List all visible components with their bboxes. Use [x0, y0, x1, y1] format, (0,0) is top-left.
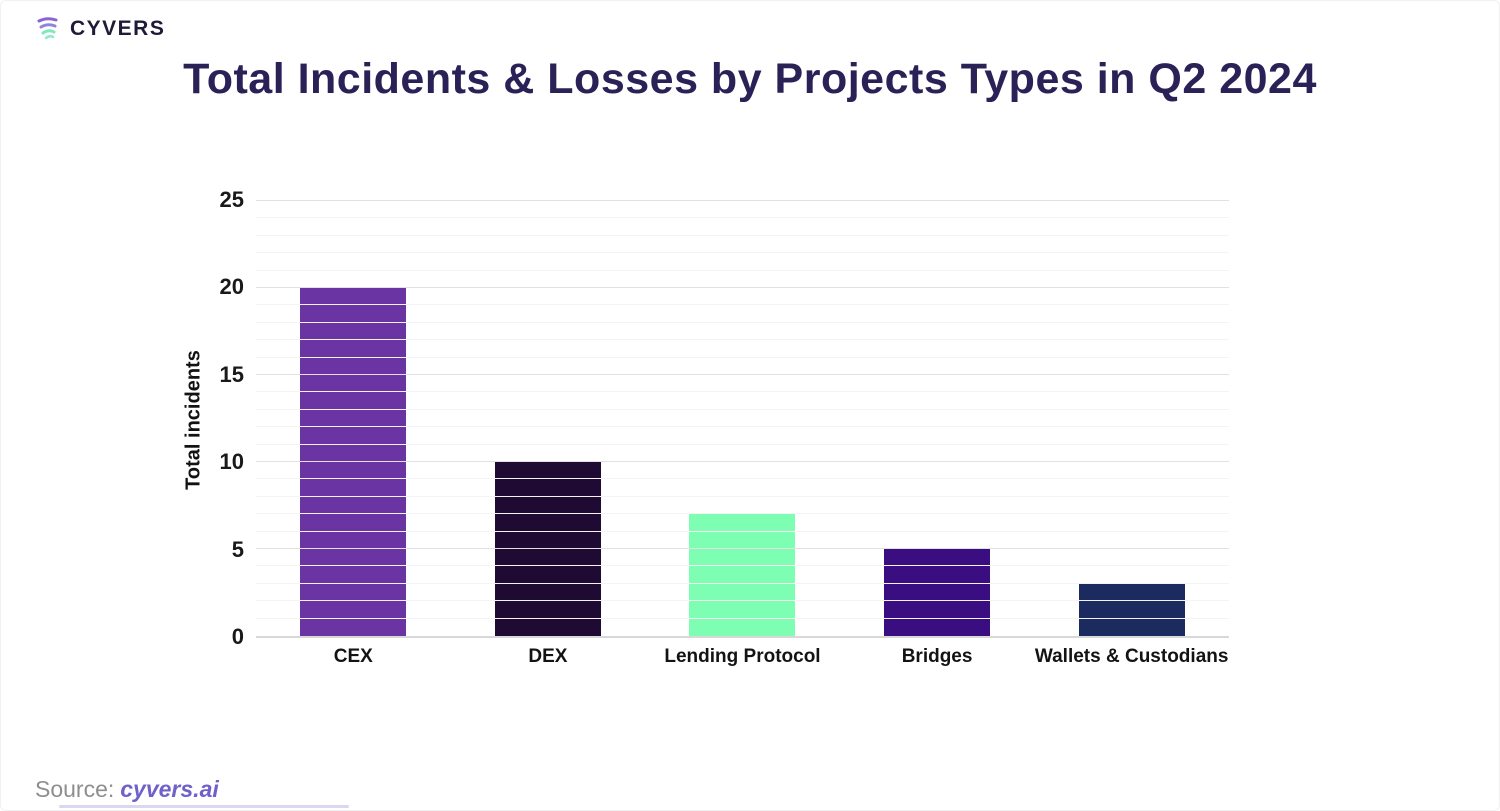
bar-slot: [840, 201, 1035, 636]
major-gridline: [256, 548, 1229, 549]
y-tick-label: 25: [219, 187, 244, 212]
minor-gridline: [256, 356, 1229, 358]
minor-gridline: [256, 304, 1229, 306]
bar-bridges: [884, 549, 991, 636]
y-tick-label: 20: [219, 274, 244, 300]
minor-gridline: [256, 269, 1229, 271]
minor-gridline: [256, 513, 1229, 515]
major-gridline: [256, 461, 1229, 462]
y-tick-label: 10: [219, 449, 244, 475]
source-line: Source: cyvers.ai: [35, 776, 219, 803]
cyvers-swoosh-icon: [35, 15, 62, 42]
brand-logo: CYVERS: [35, 15, 165, 42]
x-tick-label: CEX: [333, 646, 373, 667]
x-tick-label: DEX: [528, 646, 568, 667]
bar-wallets-custodians: [1078, 583, 1185, 636]
minor-gridline: [256, 408, 1229, 410]
bar-slot: [1034, 201, 1229, 636]
y-tick-label: 0: [231, 624, 244, 649]
major-gridline: [256, 374, 1229, 375]
bar-dex: [494, 462, 601, 636]
source-link[interactable]: cyvers.ai: [120, 776, 219, 802]
minor-gridline: [256, 252, 1229, 254]
y-tick-label: 5: [231, 536, 244, 562]
x-tick-label: Wallets & Custodians: [1034, 646, 1229, 667]
minor-gridline: [256, 530, 1229, 532]
bar-slot: [645, 201, 840, 636]
minor-gridline: [256, 321, 1229, 323]
brand-name: CYVERS: [70, 16, 166, 40]
x-axis-labels: CEX DEX Lending Protocol Bridges Wallets & C…: [256, 646, 1229, 668]
y-axis-ticks: 0 5 10 15 20 25: [1, 1, 244, 810]
chart-title: Total Incidents & Losses by Projects Typ…: [183, 55, 1317, 103]
source-label: Source:: [35, 776, 115, 802]
minor-gridline: [256, 217, 1229, 219]
bar-slot: [256, 201, 451, 636]
bar-cex: [300, 288, 407, 636]
x-tick-label: Bridges: [901, 646, 973, 667]
y-tick-label: 15: [219, 361, 244, 387]
minor-gridline: [256, 582, 1229, 584]
minor-gridline: [256, 443, 1229, 445]
bar-lending-protocol: [689, 514, 796, 636]
minor-gridline: [256, 234, 1229, 236]
bottom-divider: [59, 805, 349, 808]
minor-gridline: [256, 617, 1229, 619]
minor-gridline: [256, 495, 1229, 497]
minor-gridline: [256, 391, 1229, 393]
minor-gridline: [256, 426, 1229, 428]
minor-gridline: [256, 339, 1229, 341]
plot-area: [256, 200, 1229, 638]
minor-gridline: [256, 600, 1229, 602]
bars-container: [256, 201, 1229, 636]
major-gridline: [256, 200, 1229, 201]
major-gridline: [256, 287, 1229, 288]
x-tick-label: Lending Protocol: [664, 646, 821, 667]
minor-gridline: [256, 478, 1229, 480]
bar-slot: [451, 201, 646, 636]
minor-gridline: [256, 565, 1229, 567]
